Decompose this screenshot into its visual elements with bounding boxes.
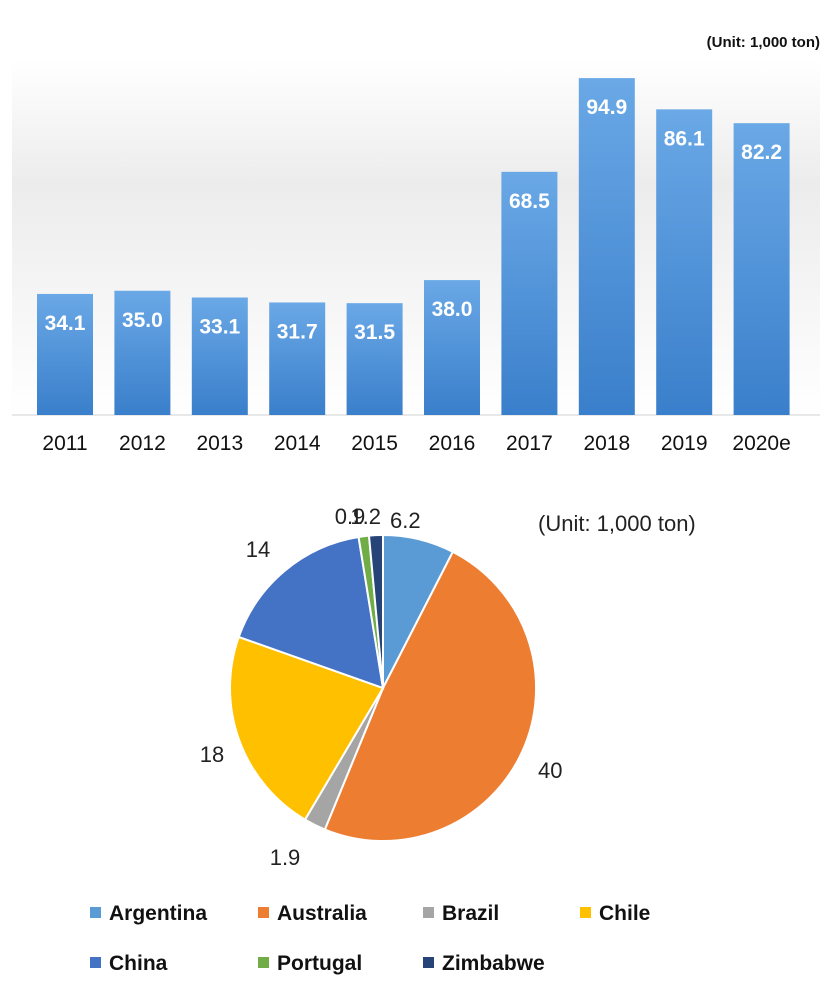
legend-label-portugal: Portugal	[277, 952, 362, 975]
legend-item-zimbabwe: Zimbabwe	[423, 952, 545, 975]
pie-slice-chile	[229, 635, 385, 821]
bar-2014	[269, 302, 326, 415]
pie-slices-group	[229, 533, 537, 843]
legend-swatch-chile	[580, 907, 591, 918]
legend-swatch-australia	[258, 907, 269, 918]
bar-2019	[656, 109, 713, 415]
bar-value-label-2016: 38.0	[432, 298, 473, 321]
legend-swatch-zimbabwe	[423, 957, 434, 968]
legend-label-chile: Chile	[599, 902, 650, 925]
x-tick-label-2011: 2011	[42, 432, 87, 455]
legend-item-portugal: Portugal	[258, 952, 362, 975]
x-tick-label-2015: 2015	[351, 432, 398, 455]
legend-item-chile: Chile	[580, 902, 650, 925]
bar-value-label-2018: 94.9	[586, 96, 627, 119]
bar-2017	[501, 171, 558, 415]
bars-group: 34.1 2011 35.0 2012 33.1 2013 31.7 2014 31.5 2015…	[37, 78, 791, 455]
pie-slice-labels-group: 6.2 40 1.9 18 14 0.91.2	[200, 504, 563, 870]
pie-slice-zimbabwe	[367, 533, 384, 689]
legend: Argentina Australia Brazil Chile China Portug…	[90, 902, 650, 975]
bar-value-label-2012: 35.0	[122, 309, 163, 332]
x-tick-label-2012: 2012	[119, 432, 166, 455]
legend-label-china: China	[109, 952, 168, 975]
bar-2020e	[733, 123, 790, 415]
legend-item-australia: Australia	[258, 902, 367, 925]
legend-swatch-china	[90, 957, 101, 968]
pie-slice-australia	[323, 550, 537, 843]
bar-2015	[346, 303, 403, 415]
pie-slice-label-argentina: 6.2	[390, 508, 421, 533]
bar-value-label-2014: 31.7	[277, 320, 318, 343]
legend-item-china: China	[90, 952, 168, 975]
bar-value-label-2019: 86.1	[664, 127, 705, 150]
legend-label-zimbabwe: Zimbabwe	[442, 952, 545, 975]
bar-value-label-2020e: 82.2	[741, 141, 782, 164]
bar-value-label-2013: 33.1	[199, 315, 240, 338]
x-tick-label-2016: 2016	[429, 432, 476, 455]
x-tick-label-2013: 2013	[196, 432, 243, 455]
legend-item-brazil: Brazil	[423, 902, 499, 925]
legend-swatch-argentina	[90, 907, 101, 918]
bar-value-label-2011: 34.1	[45, 312, 86, 335]
pie-slice-label-brazil: 1.9	[270, 845, 301, 870]
bar-value-label-2015: 31.5	[354, 321, 395, 344]
pie-slice-label-china: 14	[246, 537, 270, 562]
x-tick-label-2014: 2014	[274, 432, 321, 455]
bar-2016	[424, 280, 480, 415]
legend-item-argentina: Argentina	[90, 902, 207, 925]
pie-slice-china	[237, 535, 385, 690]
pie-unit-label: (Unit: 1,000 ton)	[538, 511, 696, 536]
bar-2011	[37, 293, 93, 415]
pie-slice-label-chile: 18	[200, 742, 224, 767]
x-tick-label-2020e: 2020e	[732, 432, 790, 455]
x-tick-label-2017: 2017	[506, 432, 553, 455]
pie-slice-label-zimbabwe: 1.2	[350, 504, 381, 529]
legend-label-brazil: Brazil	[442, 902, 499, 925]
legend-label-argentina: Argentina	[109, 902, 207, 925]
bar-2018	[578, 78, 635, 415]
bar-value-label-2017: 68.5	[509, 190, 550, 213]
legend-swatch-portugal	[258, 957, 269, 968]
x-tick-label-2019: 2019	[661, 432, 708, 455]
bar-2012	[114, 290, 171, 415]
legend-swatch-brazil	[423, 907, 434, 918]
legend-label-australia: Australia	[277, 902, 367, 925]
pie-slice-label-portugal: 0.9	[335, 504, 366, 529]
bar-chart: (Unit: 1,000 ton) 34.1 2011 35.0 2012 33.1 20…	[12, 34, 820, 455]
x-tick-label-2018: 2018	[583, 432, 630, 455]
bar-unit-label: (Unit: 1,000 ton)	[707, 34, 820, 51]
pie-chart: (Unit: 1,000 ton) 6.2 40 1.9 18 14 0.91.2 Arg…	[90, 504, 696, 975]
pie-slice-label-australia: 40	[538, 758, 562, 783]
bar-2013	[191, 297, 248, 415]
